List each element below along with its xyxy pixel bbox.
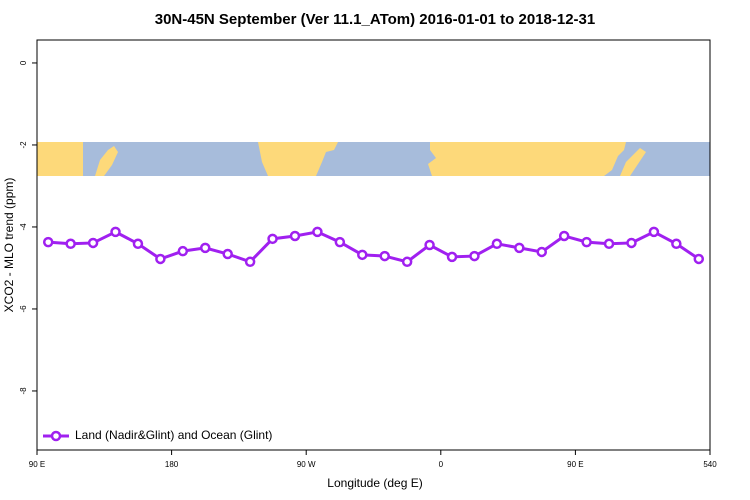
y-tick-label: -8 bbox=[19, 387, 28, 395]
legend-marker bbox=[50, 430, 62, 442]
x-tick-label: 90 E bbox=[567, 460, 583, 469]
series-point bbox=[132, 238, 144, 250]
series-point bbox=[401, 256, 413, 268]
series-point bbox=[357, 249, 368, 261]
plot-frame bbox=[36, 39, 711, 451]
series-point bbox=[155, 253, 166, 265]
x-tick-label: 0 bbox=[439, 460, 444, 469]
series-point bbox=[693, 253, 705, 265]
x-axis-label: Longitude (deg E) bbox=[327, 476, 422, 490]
x-tick-label: 180 bbox=[165, 460, 179, 469]
x-tick-label: 540 bbox=[703, 460, 717, 469]
series-point bbox=[671, 238, 682, 250]
series-point bbox=[581, 236, 592, 248]
series-point bbox=[87, 237, 99, 249]
series-point bbox=[491, 238, 503, 250]
series-point bbox=[558, 230, 570, 242]
series-point bbox=[424, 239, 435, 251]
series-point bbox=[446, 251, 458, 263]
series-point bbox=[222, 248, 233, 260]
series-point bbox=[312, 226, 323, 238]
x-tick-label: 90 W bbox=[297, 460, 316, 469]
series-point bbox=[110, 226, 121, 238]
series-point bbox=[469, 250, 480, 262]
series-point bbox=[514, 242, 525, 254]
series-point bbox=[603, 238, 615, 250]
y-tick-label: 0 bbox=[19, 60, 28, 65]
series-point bbox=[177, 245, 189, 257]
series-point bbox=[267, 233, 278, 245]
series-point bbox=[289, 230, 301, 242]
series-point bbox=[42, 236, 54, 248]
series-point bbox=[244, 256, 256, 268]
series-point bbox=[334, 236, 346, 248]
series-point bbox=[648, 226, 660, 238]
chart-title: 30N-45N September (Ver 11.1_ATom) 2016-0… bbox=[155, 11, 596, 28]
y-tick-label: -4 bbox=[19, 223, 28, 231]
x-tick-label: 90 E bbox=[29, 460, 45, 469]
y-axis-label: XCO2 - MLO trend (ppm) bbox=[2, 178, 16, 313]
series-point bbox=[626, 237, 637, 249]
map-strip bbox=[37, 142, 710, 176]
series-point bbox=[200, 242, 211, 254]
series-point bbox=[65, 238, 76, 250]
legend-label: Land (Nadir&Glint) and Ocean (Glint) bbox=[75, 428, 272, 442]
y-tick-label: -6 bbox=[19, 305, 28, 313]
series-point bbox=[379, 250, 390, 262]
y-tick-label: -2 bbox=[19, 141, 28, 149]
series-point bbox=[536, 246, 547, 258]
